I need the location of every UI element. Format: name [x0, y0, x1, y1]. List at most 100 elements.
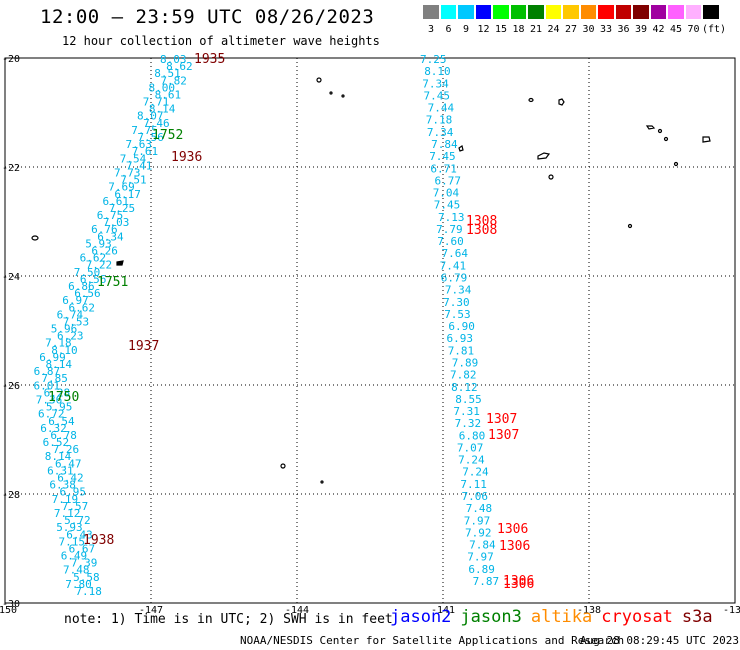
wave-height-label: 6.90 [448, 320, 475, 333]
wave-height-label: 8.14 [45, 450, 72, 463]
lon-label: -147 [139, 605, 163, 616]
wave-height-label: 7.82 [450, 369, 477, 382]
legend-label: 39 [634, 24, 648, 35]
island [537, 152, 551, 160]
wave-height-label: 7.69 [108, 181, 135, 194]
wave-height-label: 7.82 [160, 74, 187, 87]
credit-line: NOAA/NESDIS Center for Satellite Applica… [240, 634, 625, 647]
wave-height-label: 7.56 [137, 131, 164, 144]
island [558, 98, 565, 106]
pass-time-label: 1752 [152, 128, 183, 143]
island [31, 235, 39, 241]
wave-height-label: 5.95 [46, 401, 73, 414]
pass-time-label: 1306 [499, 539, 530, 554]
wave-height-label: 7.80 [65, 578, 92, 591]
island [528, 97, 534, 103]
wave-height-label: 6.43 [66, 528, 93, 541]
wave-height-label: 5.58 [73, 571, 100, 584]
wave-height-label: 6.89 [468, 563, 495, 576]
wave-height-label: 7.41 [126, 159, 152, 172]
wave-height-label: 7.71 [143, 96, 170, 109]
pass-time-label: 1306 [503, 574, 534, 589]
wave-height-label: 6.38 [49, 479, 76, 492]
island [657, 128, 663, 134]
satellite-cryosat: cryosat [601, 607, 673, 627]
wave-height-label: 7.11 [460, 478, 487, 491]
altimeter-track-east: 7.258.107.347.457.447.187.347.847.456.71… [420, 53, 499, 588]
legend-label: 33 [599, 24, 613, 35]
generation-timestamp: Aug 28 08:29:45 UTC 2023 [580, 634, 739, 647]
wave-height-label: 7.48 [63, 564, 90, 577]
pass-time-label: 1751 [97, 275, 128, 290]
pass-time-label: 1938 [83, 533, 114, 548]
wave-height-label: 7.97 [467, 551, 494, 564]
map-frame [4, 57, 736, 604]
legend-label: 3 [427, 24, 435, 35]
wave-height-label: 5.96 [51, 323, 78, 336]
wave-height-label: 7.75 [131, 124, 158, 137]
wave-height-label: 6.71 [430, 162, 457, 175]
altimeter-track-west: 8.038.628.517.828.008.617.718.148.077.46… [34, 53, 193, 598]
legend-swatch [615, 5, 631, 19]
island [548, 174, 554, 180]
wave-height-label: 7.12 [54, 507, 81, 520]
axis-labels: -150 -147 -144 -141 -138 -135 -20 -22 -24 -26 -28 -… [0, 54, 740, 616]
legend-swatch [633, 5, 649, 19]
wave-height-label: 6.56 [80, 273, 107, 286]
wave-height-label: 7.30 [443, 296, 470, 309]
legend-label: 9 [462, 24, 470, 35]
island [329, 91, 333, 95]
wave-height-label: 6.26 [91, 245, 118, 258]
wave-height-label: 6.77 [435, 174, 462, 187]
wave-height-label: 6.54 [48, 415, 75, 428]
lat-label: -22 [2, 163, 20, 174]
wave-height-label: 6.23 [57, 330, 84, 343]
wave-height-label: 7.84 [469, 539, 496, 552]
wave-height-label: 6.87 [34, 365, 61, 378]
legend-label: 70 [687, 24, 700, 35]
satellite-altika: altika [530, 607, 593, 627]
wave-height-label: 7.48 [466, 502, 493, 515]
legend-label: 6 [445, 24, 452, 35]
wave-height-label: 7.18 [426, 114, 453, 127]
wave-height-label: 7.07 [457, 442, 484, 455]
wave-height-label: 8.55 [455, 393, 482, 406]
legend-label: 21 [529, 24, 543, 35]
wave-height-label: 6.93 [447, 332, 474, 345]
wave-height-label: 7.34 [422, 77, 449, 90]
legend-swatch [440, 5, 456, 19]
wave-height-label: 7.51 [120, 174, 147, 187]
satellite-s3a: s3a [681, 607, 713, 627]
pass-time-label: 1308 [466, 214, 497, 229]
legend-swatch [510, 5, 526, 19]
lat-label: -30 [2, 599, 20, 610]
wave-height-label: 7.85 [41, 372, 68, 385]
wave-height-label: 8.61 [155, 89, 182, 102]
wave-height-label: 7.19 [52, 493, 79, 506]
legend-label: 36 [617, 24, 630, 35]
wave-height-label: 7.41 [440, 259, 467, 272]
wave-height-label: 7.34 [445, 284, 472, 297]
wave-height-label: 7.63 [126, 138, 153, 151]
graticule [5, 58, 735, 603]
pass-time-label: 1307 [486, 412, 517, 427]
legend-swatch [493, 5, 509, 19]
wave-height-label: 7.60 [437, 235, 464, 248]
wave-height-label: 6.32 [40, 422, 67, 435]
wave-height-label: 6.62 [80, 252, 107, 265]
legend-swatch [668, 5, 684, 19]
legend-swatch [545, 5, 561, 19]
wave-height-label: 7.79 [436, 223, 463, 236]
lon-label: -150 [0, 605, 17, 616]
wave-height-label: 7.61 [132, 145, 159, 158]
map-title: 12:00 – 23:59 UTC 08/26/2023 [40, 6, 375, 28]
pass-time-label: 1308 [466, 223, 497, 238]
wave-height-label: 7.06 [462, 490, 489, 503]
island [341, 94, 345, 98]
legend-swatch [598, 5, 614, 19]
wave-height-label: 6.99 [39, 351, 66, 364]
wave-height-label: 8.51 [154, 67, 181, 80]
pass-time-label: 1750 [48, 390, 79, 405]
